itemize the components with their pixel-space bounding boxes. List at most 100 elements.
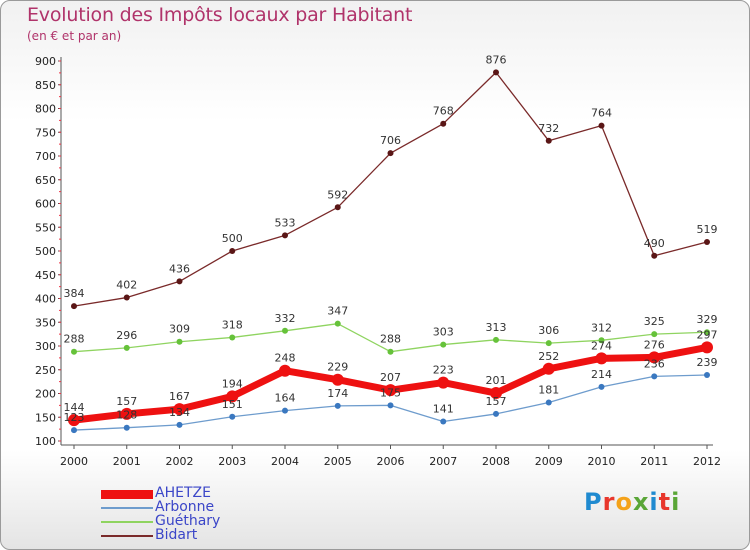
data-point: [71, 427, 77, 434]
data-point: [490, 387, 502, 400]
data-label: 732: [538, 122, 559, 135]
data-point: [334, 320, 341, 327]
logo-letter: P: [584, 488, 603, 516]
logo-letter: t: [658, 488, 672, 516]
y-tick-label: 450: [35, 269, 56, 282]
x-tick-label: 2006: [377, 455, 405, 468]
legend-label: Bidart: [155, 527, 198, 543]
data-point: [68, 414, 80, 427]
data-point: [651, 252, 658, 259]
legend-swatch: [101, 521, 153, 523]
data-label: 768: [433, 105, 454, 118]
data-point: [545, 137, 552, 144]
x-tick-label: 2010: [588, 455, 616, 468]
data-point: [123, 424, 130, 431]
logo-letter: r: [602, 488, 616, 516]
data-label: 533: [275, 216, 296, 229]
data-point: [279, 364, 291, 377]
data-label: 318: [222, 318, 243, 331]
data-label: 309: [169, 323, 190, 336]
x-tick-label: 2007: [429, 455, 457, 468]
data-label: 876: [486, 53, 507, 66]
legend-label: AHETZE: [155, 485, 211, 501]
data-label: 141: [433, 403, 454, 416]
y-tick-label: 400: [35, 293, 56, 306]
data-label: 706: [380, 134, 401, 147]
data-label: 490: [644, 237, 665, 250]
chart-title: Evolution des Impôts locaux par Habitant: [27, 4, 413, 26]
logo-letter: i: [649, 488, 659, 516]
data-point: [176, 278, 183, 285]
data-point: [334, 204, 341, 211]
data-point: [229, 413, 236, 420]
y-tick-label: 600: [35, 198, 56, 211]
data-label: 297: [697, 328, 718, 341]
data-label: 214: [591, 368, 612, 381]
data-label: 764: [591, 107, 612, 120]
data-label: 175: [380, 386, 401, 399]
x-tick-label: 2012: [693, 455, 721, 468]
data-point: [437, 376, 450, 389]
legend-swatch: [101, 535, 153, 537]
data-label: 296: [116, 329, 137, 342]
y-tick-label: 750: [35, 126, 56, 139]
y-tick-label: 650: [35, 174, 56, 187]
data-label: 236: [644, 357, 665, 370]
x-tick-label: 2003: [218, 455, 246, 468]
y-tick-label: 300: [35, 340, 56, 353]
data-label: 239: [697, 356, 718, 369]
data-point: [595, 352, 608, 365]
data-point: [440, 418, 447, 425]
data-label: 229: [327, 361, 348, 374]
data-label: 347: [327, 305, 348, 318]
data-label: 207: [380, 371, 401, 384]
x-tick-label: 2000: [60, 455, 88, 468]
y-tick-label: 800: [35, 103, 56, 116]
data-point: [704, 329, 710, 336]
y-tick-label: 150: [35, 411, 56, 424]
data-point: [176, 338, 183, 345]
data-label: 181: [538, 384, 559, 397]
data-point: [282, 232, 288, 239]
legend-swatch: [101, 507, 153, 509]
data-label: 306: [538, 324, 559, 337]
data-point: [648, 351, 661, 364]
data-label: 174: [327, 387, 348, 400]
x-tick-label: 2009: [535, 455, 563, 468]
chart-subtitle: (en € et par an): [27, 29, 122, 43]
data-label: 313: [486, 321, 507, 334]
data-point: [440, 341, 447, 348]
x-tick-label: 2001: [113, 455, 141, 468]
x-tick-label: 2008: [482, 455, 510, 468]
logo-letter: x: [632, 488, 650, 516]
x-tick-label: 2011: [640, 455, 668, 468]
legend-label: Guéthary: [155, 513, 221, 529]
data-point: [542, 362, 555, 375]
data-label: 329: [697, 313, 718, 326]
data-point: [493, 410, 499, 417]
data-point: [598, 383, 605, 390]
proxiti-logo: Proxiti: [584, 488, 680, 516]
y-tick-label: 700: [35, 150, 56, 163]
data-point: [229, 334, 236, 341]
data-point: [331, 373, 344, 386]
data-label: 194: [222, 377, 243, 390]
data-label: 164: [275, 392, 296, 405]
data-label: 123: [64, 411, 85, 424]
data-point: [440, 120, 447, 127]
data-point: [387, 402, 394, 409]
data-point: [173, 403, 186, 416]
y-tick-label: 850: [35, 79, 56, 92]
data-point: [651, 373, 658, 380]
y-tick-label: 100: [35, 435, 56, 448]
x-tick-label: 2002: [166, 455, 194, 468]
data-point: [123, 344, 130, 351]
y-tick-label: 550: [35, 221, 56, 234]
data-point: [282, 407, 288, 414]
data-point: [598, 337, 605, 344]
data-label: 384: [64, 287, 85, 300]
x-tick-label: 2004: [271, 455, 299, 468]
data-point: [651, 331, 658, 338]
data-point: [493, 69, 499, 76]
